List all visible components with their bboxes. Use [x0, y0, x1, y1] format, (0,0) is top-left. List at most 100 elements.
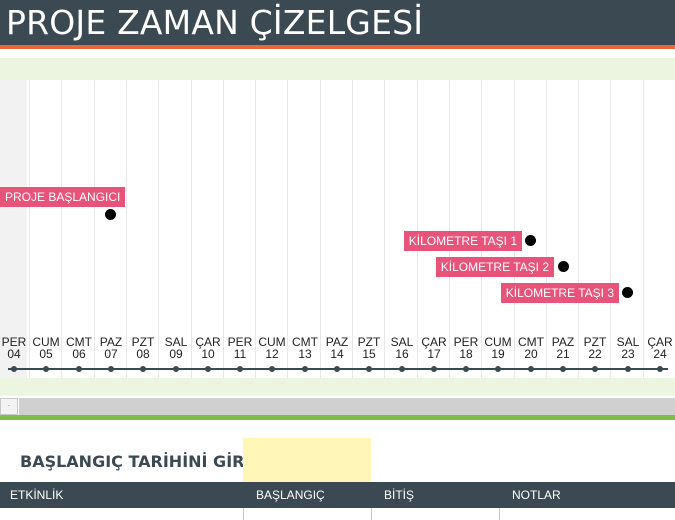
- grid-line: [191, 80, 192, 378]
- day-label: CMT 20: [514, 336, 548, 360]
- day-number: 10: [201, 347, 215, 361]
- day-label: CMT 13: [288, 336, 322, 360]
- axis-tick-dot: [463, 366, 469, 372]
- grid-line: [514, 80, 515, 378]
- axis-tick-dot: [399, 366, 405, 372]
- day-name: PAZ: [99, 335, 123, 349]
- day-number: 08: [136, 347, 150, 361]
- day-label: ÇAR 24: [643, 336, 675, 360]
- axis-tick-dot: [302, 366, 308, 372]
- day-number: 12: [265, 347, 279, 361]
- axis-tick-dot: [205, 366, 211, 372]
- grid-line: [94, 80, 95, 378]
- grid-line: [126, 80, 127, 378]
- day-label: CUM 12: [255, 336, 289, 360]
- axis-tick-dot: [269, 366, 275, 372]
- day-label: PZT 22: [578, 336, 612, 360]
- day-name: PAZ: [325, 335, 349, 349]
- day-number: 15: [362, 347, 376, 361]
- axis-tick-dot: [334, 366, 340, 372]
- day-number: 05: [39, 347, 53, 361]
- day-label: ÇAR 17: [417, 336, 451, 360]
- day-name: PER: [1, 335, 27, 349]
- milestone-label[interactable]: KİLOMETRE TAŞI 2: [435, 257, 554, 277]
- day-label: CUM 05: [29, 336, 63, 360]
- day-number: 04: [7, 347, 21, 361]
- day-label: SAL 23: [611, 336, 645, 360]
- column-header-end[interactable]: BİTİŞ: [384, 488, 415, 502]
- grid-line: [449, 80, 450, 378]
- milestone-dot[interactable]: [105, 209, 116, 220]
- column-header-activity[interactable]: ETKİNLİK: [10, 488, 64, 502]
- day-number: 20: [524, 347, 538, 361]
- grid-line: [384, 80, 385, 378]
- accent-divider: [0, 45, 675, 49]
- grid-line: [481, 80, 482, 378]
- day-number: 19: [491, 347, 505, 361]
- milestone-label[interactable]: KİLOMETRE TAŞI 1: [403, 231, 522, 251]
- grid-line: [352, 80, 353, 378]
- day-number: 14: [330, 347, 344, 361]
- timeline-top-band: [0, 58, 675, 80]
- day-name: SAL: [390, 335, 414, 349]
- milestone-label[interactable]: PROJE BAŞLANGICI: [0, 187, 126, 207]
- axis-tick-dot: [431, 366, 437, 372]
- axis-tick-dot: [366, 366, 372, 372]
- milestone-dot[interactable]: [525, 235, 536, 246]
- scroll-left-button[interactable]: ·: [0, 398, 18, 415]
- grid-line: [61, 80, 62, 378]
- activity-table-header: ETKİNLİK BAŞLANGIÇ BİTİŞ NOTLAR: [0, 482, 675, 508]
- day-name: SAL: [616, 335, 640, 349]
- scroll-bar-accent: [0, 415, 675, 420]
- table-row[interactable]: [0, 508, 675, 520]
- day-name: CMT: [518, 335, 544, 349]
- grid-line: [29, 80, 30, 378]
- day-number: 24: [653, 347, 667, 361]
- cell-divider: [499, 508, 500, 520]
- column-header-start[interactable]: BAŞLANGIÇ: [256, 488, 325, 502]
- day-name: ÇAR: [421, 335, 447, 349]
- day-name: PZT: [583, 335, 607, 349]
- milestone-dot[interactable]: [558, 261, 569, 272]
- day-label: PZT 15: [352, 336, 386, 360]
- day-name: PER: [227, 335, 253, 349]
- day-name: CMT: [66, 335, 92, 349]
- axis-tick-dot: [140, 366, 146, 372]
- day-name: PZT: [357, 335, 381, 349]
- grid-line: [223, 80, 224, 378]
- axis-tick-dot: [657, 366, 663, 372]
- axis-tick-dot: [43, 366, 49, 372]
- axis-tick-dot: [108, 366, 114, 372]
- day-label: PER 18: [449, 336, 483, 360]
- day-label: SAL 09: [159, 336, 193, 360]
- grid-line: [643, 80, 644, 378]
- day-label: PZT 08: [126, 336, 160, 360]
- day-label: CUM 19: [481, 336, 515, 360]
- grid-line: [417, 80, 418, 378]
- day-name: CUM: [32, 335, 60, 349]
- day-label: PER 04: [0, 336, 31, 360]
- day-number: 22: [588, 347, 602, 361]
- axis-tick-dot: [237, 366, 243, 372]
- day-label: SAL 16: [385, 336, 419, 360]
- timeline-grid: [0, 80, 675, 378]
- cell-divider: [371, 508, 372, 520]
- day-name: ÇAR: [195, 335, 221, 349]
- day-number: 13: [298, 347, 312, 361]
- day-name: SAL: [164, 335, 188, 349]
- milestone-label[interactable]: KİLOMETRE TAŞI 3: [500, 283, 619, 303]
- day-name: PAZ: [551, 335, 575, 349]
- start-date-input[interactable]: [243, 438, 371, 482]
- milestone-dot[interactable]: [622, 287, 633, 298]
- day-name: CUM: [484, 335, 512, 349]
- day-name: ÇAR: [647, 335, 673, 349]
- column-header-notes[interactable]: NOTLAR: [512, 488, 561, 502]
- grid-line: [610, 80, 611, 378]
- horizontal-scrollbar[interactable]: [19, 398, 675, 415]
- day-label: ÇAR 10: [191, 336, 225, 360]
- day-number: 17: [427, 347, 441, 361]
- grid-line: [578, 80, 579, 378]
- title-bar: PROJE ZAMAN ÇİZELGESİ: [0, 0, 675, 45]
- grid-line: [546, 80, 547, 378]
- axis-tick-dot: [592, 366, 598, 372]
